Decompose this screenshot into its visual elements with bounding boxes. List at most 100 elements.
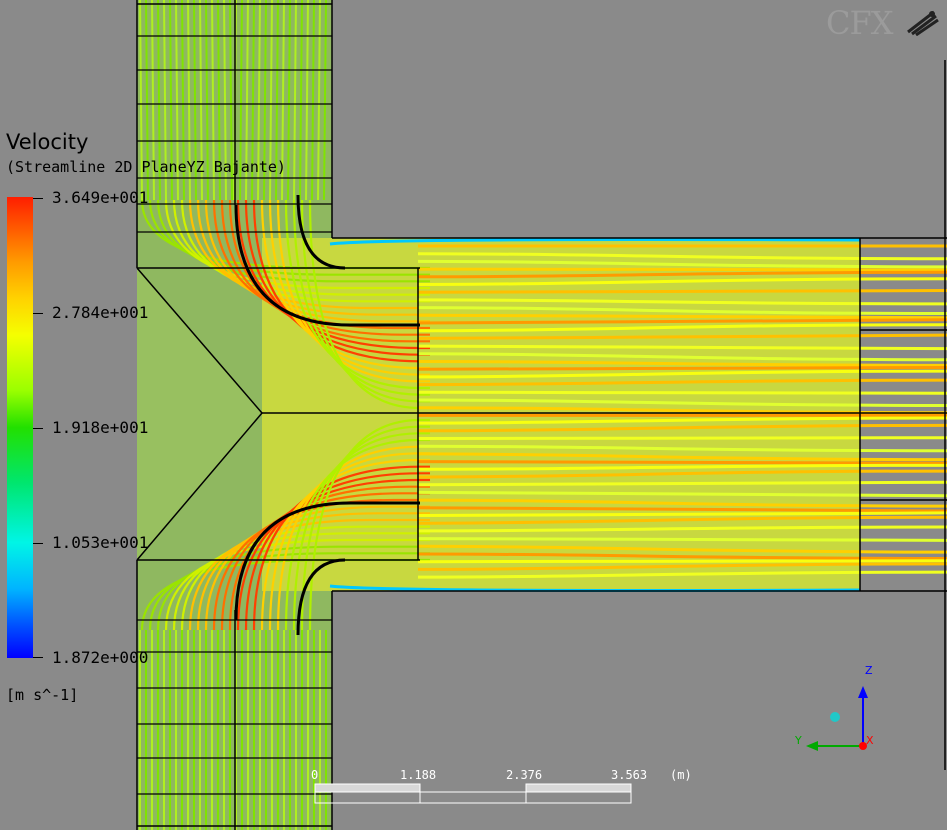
- tick-mark: [33, 198, 43, 199]
- streamline: [300, 425, 430, 631]
- streamline: [417, 323, 947, 333]
- streamline: [251, 0, 255, 201]
- legend-tick-4: 1.053e+001: [52, 533, 149, 552]
- streamline: [417, 398, 947, 407]
- streamline: [211, 0, 215, 201]
- streamline: [417, 498, 947, 508]
- tick-mark: [33, 657, 43, 658]
- scale-label-2: 2.376: [506, 768, 543, 782]
- streamline: [193, 0, 197, 201]
- axis-z-label: Z: [865, 664, 873, 677]
- legend-tick-3: 1.918e+001: [52, 418, 149, 437]
- streamline: [263, 0, 267, 201]
- tick-mark: [33, 313, 43, 314]
- scale-label-1: 1.188: [400, 768, 437, 782]
- streamline: [417, 452, 947, 462]
- streamline: [417, 360, 947, 367]
- streamline: [187, 0, 191, 201]
- streamline: [417, 444, 947, 453]
- streamline: [417, 298, 947, 306]
- streamline: [417, 570, 947, 579]
- streamline: [417, 511, 947, 517]
- streamline: [417, 460, 947, 465]
- streamline: [417, 390, 947, 395]
- scale-label-3: 3.563: [611, 768, 648, 782]
- streamline: [323, 0, 327, 201]
- streamline: [199, 0, 203, 201]
- streamline: [175, 0, 179, 201]
- streamline: [257, 0, 261, 201]
- streamline: [417, 506, 947, 513]
- streamline: [305, 0, 309, 201]
- streamline: [276, 445, 430, 631]
- streamline: [276, 199, 430, 383]
- streamline: [417, 352, 947, 362]
- axis-triad[interactable]: [790, 660, 890, 760]
- streamline: [417, 525, 947, 533]
- vertical-streamlines: [139, 0, 327, 830]
- legend-units: [m s^-1]: [6, 686, 79, 704]
- tick-mark: [33, 428, 43, 429]
- streamline: [245, 0, 249, 201]
- geometry-outline: [136, 0, 947, 830]
- streamline: [417, 436, 947, 440]
- streamline: [292, 432, 430, 631]
- streamline: [417, 515, 947, 525]
- streamline: [417, 562, 947, 571]
- bend-streamlines: [140, 199, 430, 631]
- streamline: [300, 199, 430, 403]
- legend-tick-min: 1.872e+000: [52, 648, 149, 667]
- streamline: [417, 344, 947, 351]
- streamline: [181, 0, 185, 201]
- streamline: [417, 463, 947, 471]
- streamline: [281, 0, 285, 201]
- streamline: [417, 313, 947, 320]
- streamline: [329, 238, 861, 246]
- streamline: [417, 490, 947, 498]
- streamline: [223, 0, 227, 201]
- scale-label-0: 0: [311, 768, 319, 782]
- streamline: [217, 0, 221, 201]
- streamline: [417, 333, 947, 340]
- streamline: [287, 0, 291, 201]
- streamline: [417, 277, 947, 286]
- streamline: [284, 438, 430, 631]
- color-bar: [7, 197, 33, 658]
- streamline: [275, 0, 279, 201]
- streamline: [417, 365, 947, 371]
- legend-tick-2: 2.784e+001: [52, 303, 149, 322]
- legend-tick-max: 3.649e+001: [52, 188, 149, 207]
- cfx-logo-icon: [907, 10, 939, 36]
- legend-title: Velocity: [6, 130, 89, 154]
- streamline: [299, 0, 303, 201]
- streamline: [163, 0, 167, 201]
- streamline: [417, 544, 947, 554]
- cfx-logo: CFX: [826, 4, 893, 42]
- streamline: [417, 469, 947, 479]
- streamline: [417, 252, 947, 261]
- outlet-streamlines: [329, 238, 947, 592]
- streamline: [157, 0, 161, 201]
- streamline: [417, 552, 947, 560]
- mesh-grid-lines: [137, 35, 332, 795]
- streamline: [205, 0, 209, 201]
- guide-vanes: [234, 194, 420, 636]
- streamline: [417, 480, 947, 487]
- streamline: [417, 416, 947, 425]
- streamline: [145, 0, 149, 201]
- streamline: [239, 0, 243, 201]
- streamline: [417, 259, 947, 269]
- streamline: [417, 537, 947, 542]
- streamline: [417, 306, 947, 316]
- streamline: [229, 0, 233, 201]
- streamline: [417, 267, 947, 272]
- legend-subtitle: (Streamline 2D PlaneYZ Bajante): [6, 158, 286, 176]
- streamline: [417, 318, 947, 325]
- streamline: [139, 0, 143, 201]
- axis-x-label: X: [866, 734, 874, 747]
- streamline: [417, 378, 947, 387]
- streamline: [417, 270, 947, 279]
- scale-unit: (m): [670, 768, 692, 782]
- streamline: [417, 289, 947, 294]
